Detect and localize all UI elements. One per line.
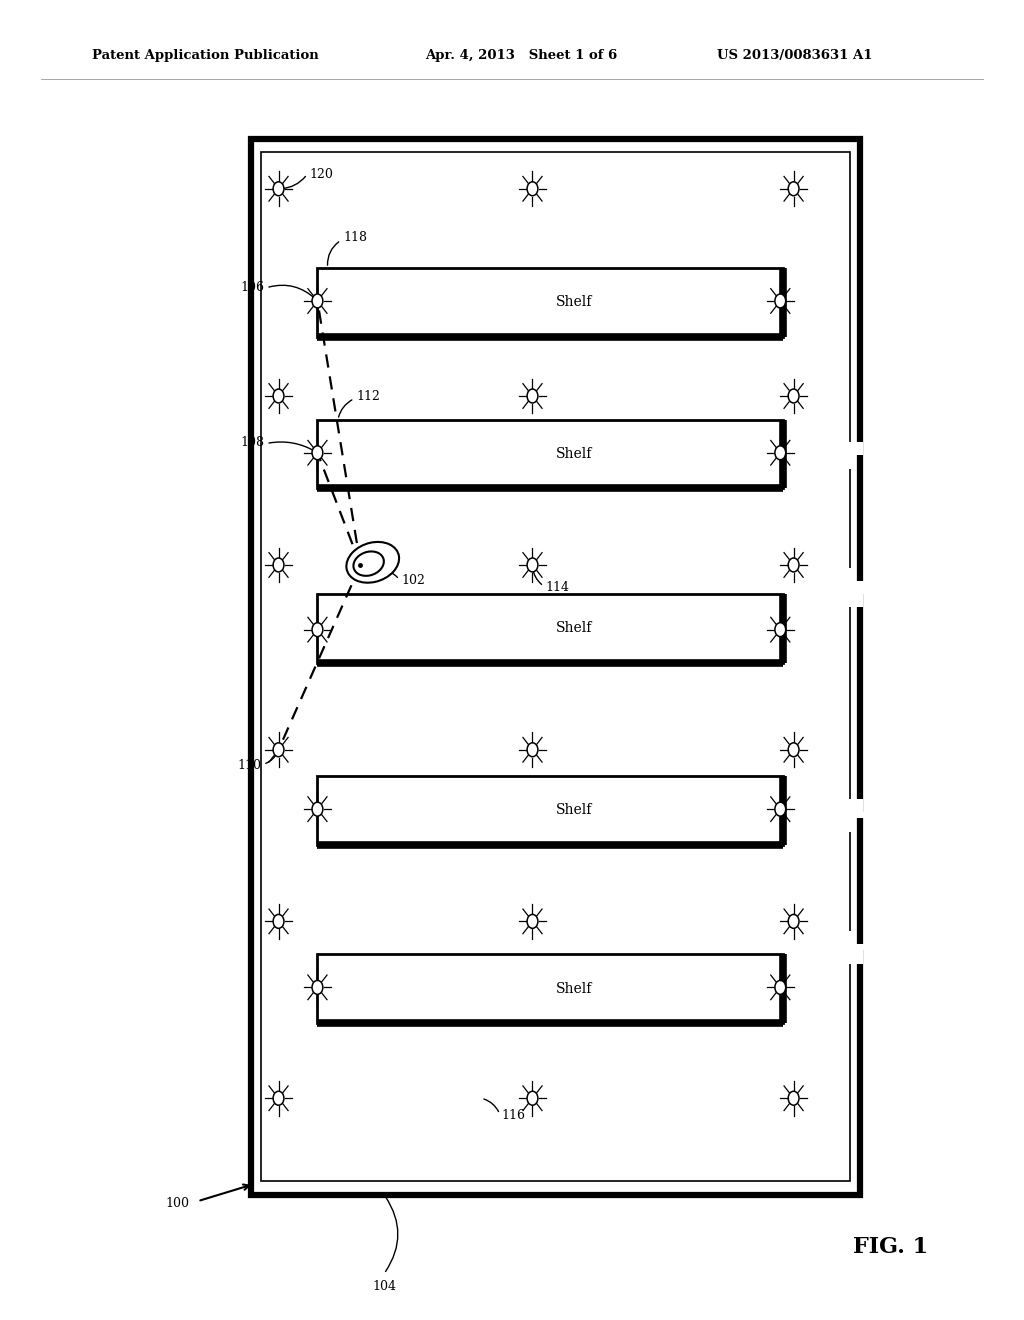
Text: Shelf: Shelf [555,296,592,309]
Circle shape [312,981,323,994]
Circle shape [788,389,799,403]
Text: 120: 120 [309,168,333,181]
Text: Shelf: Shelf [555,982,592,995]
Circle shape [527,182,538,195]
Circle shape [273,389,284,403]
Circle shape [312,446,323,459]
Text: 108: 108 [241,436,264,449]
Text: FIG. 1: FIG. 1 [853,1237,929,1258]
Circle shape [273,1092,284,1105]
Text: 116: 116 [502,1109,525,1122]
Ellipse shape [353,552,384,576]
Circle shape [788,182,799,195]
Bar [261,152,850,1181]
Text: Apr. 4, 2013   Sheet 1 of 6: Apr. 4, 2013 Sheet 1 of 6 [425,49,617,62]
Circle shape [775,803,785,816]
Circle shape [527,743,538,756]
Text: US 2013/0083631 A1: US 2013/0083631 A1 [717,49,872,62]
Circle shape [775,623,785,636]
Bar [845,812,865,950]
Circle shape [312,623,323,636]
Text: 104: 104 [372,1280,396,1294]
Text: Patent Application Publication: Patent Application Publication [92,49,318,62]
Circle shape [788,558,799,572]
Bar [317,268,783,337]
Bar [835,799,863,964]
Bar [317,776,783,845]
Circle shape [788,743,799,756]
Text: 114: 114 [546,581,569,594]
Circle shape [527,389,538,403]
Text: 100: 100 [165,1197,189,1210]
Circle shape [312,803,323,816]
Bar [317,420,783,488]
Circle shape [788,915,799,928]
Circle shape [775,294,785,308]
Circle shape [775,446,785,459]
Text: 112: 112 [356,389,380,403]
Circle shape [775,981,785,994]
Circle shape [527,558,538,572]
Circle shape [273,182,284,195]
Text: 102: 102 [401,574,425,587]
Circle shape [273,915,284,928]
Text: Shelf: Shelf [555,447,592,461]
Ellipse shape [346,543,399,582]
Bar [317,594,783,663]
Bar [835,442,863,607]
Text: 118: 118 [343,231,367,244]
Bar [845,455,865,594]
Bar [251,139,860,1195]
Circle shape [273,558,284,572]
Text: 106: 106 [241,281,264,294]
Circle shape [273,743,284,756]
Circle shape [312,294,323,308]
Circle shape [527,915,538,928]
Circle shape [527,1092,538,1105]
Bar [317,954,783,1023]
Text: Shelf: Shelf [555,622,592,635]
Text: Shelf: Shelf [555,804,592,817]
Circle shape [788,1092,799,1105]
Text: 110: 110 [238,759,261,772]
